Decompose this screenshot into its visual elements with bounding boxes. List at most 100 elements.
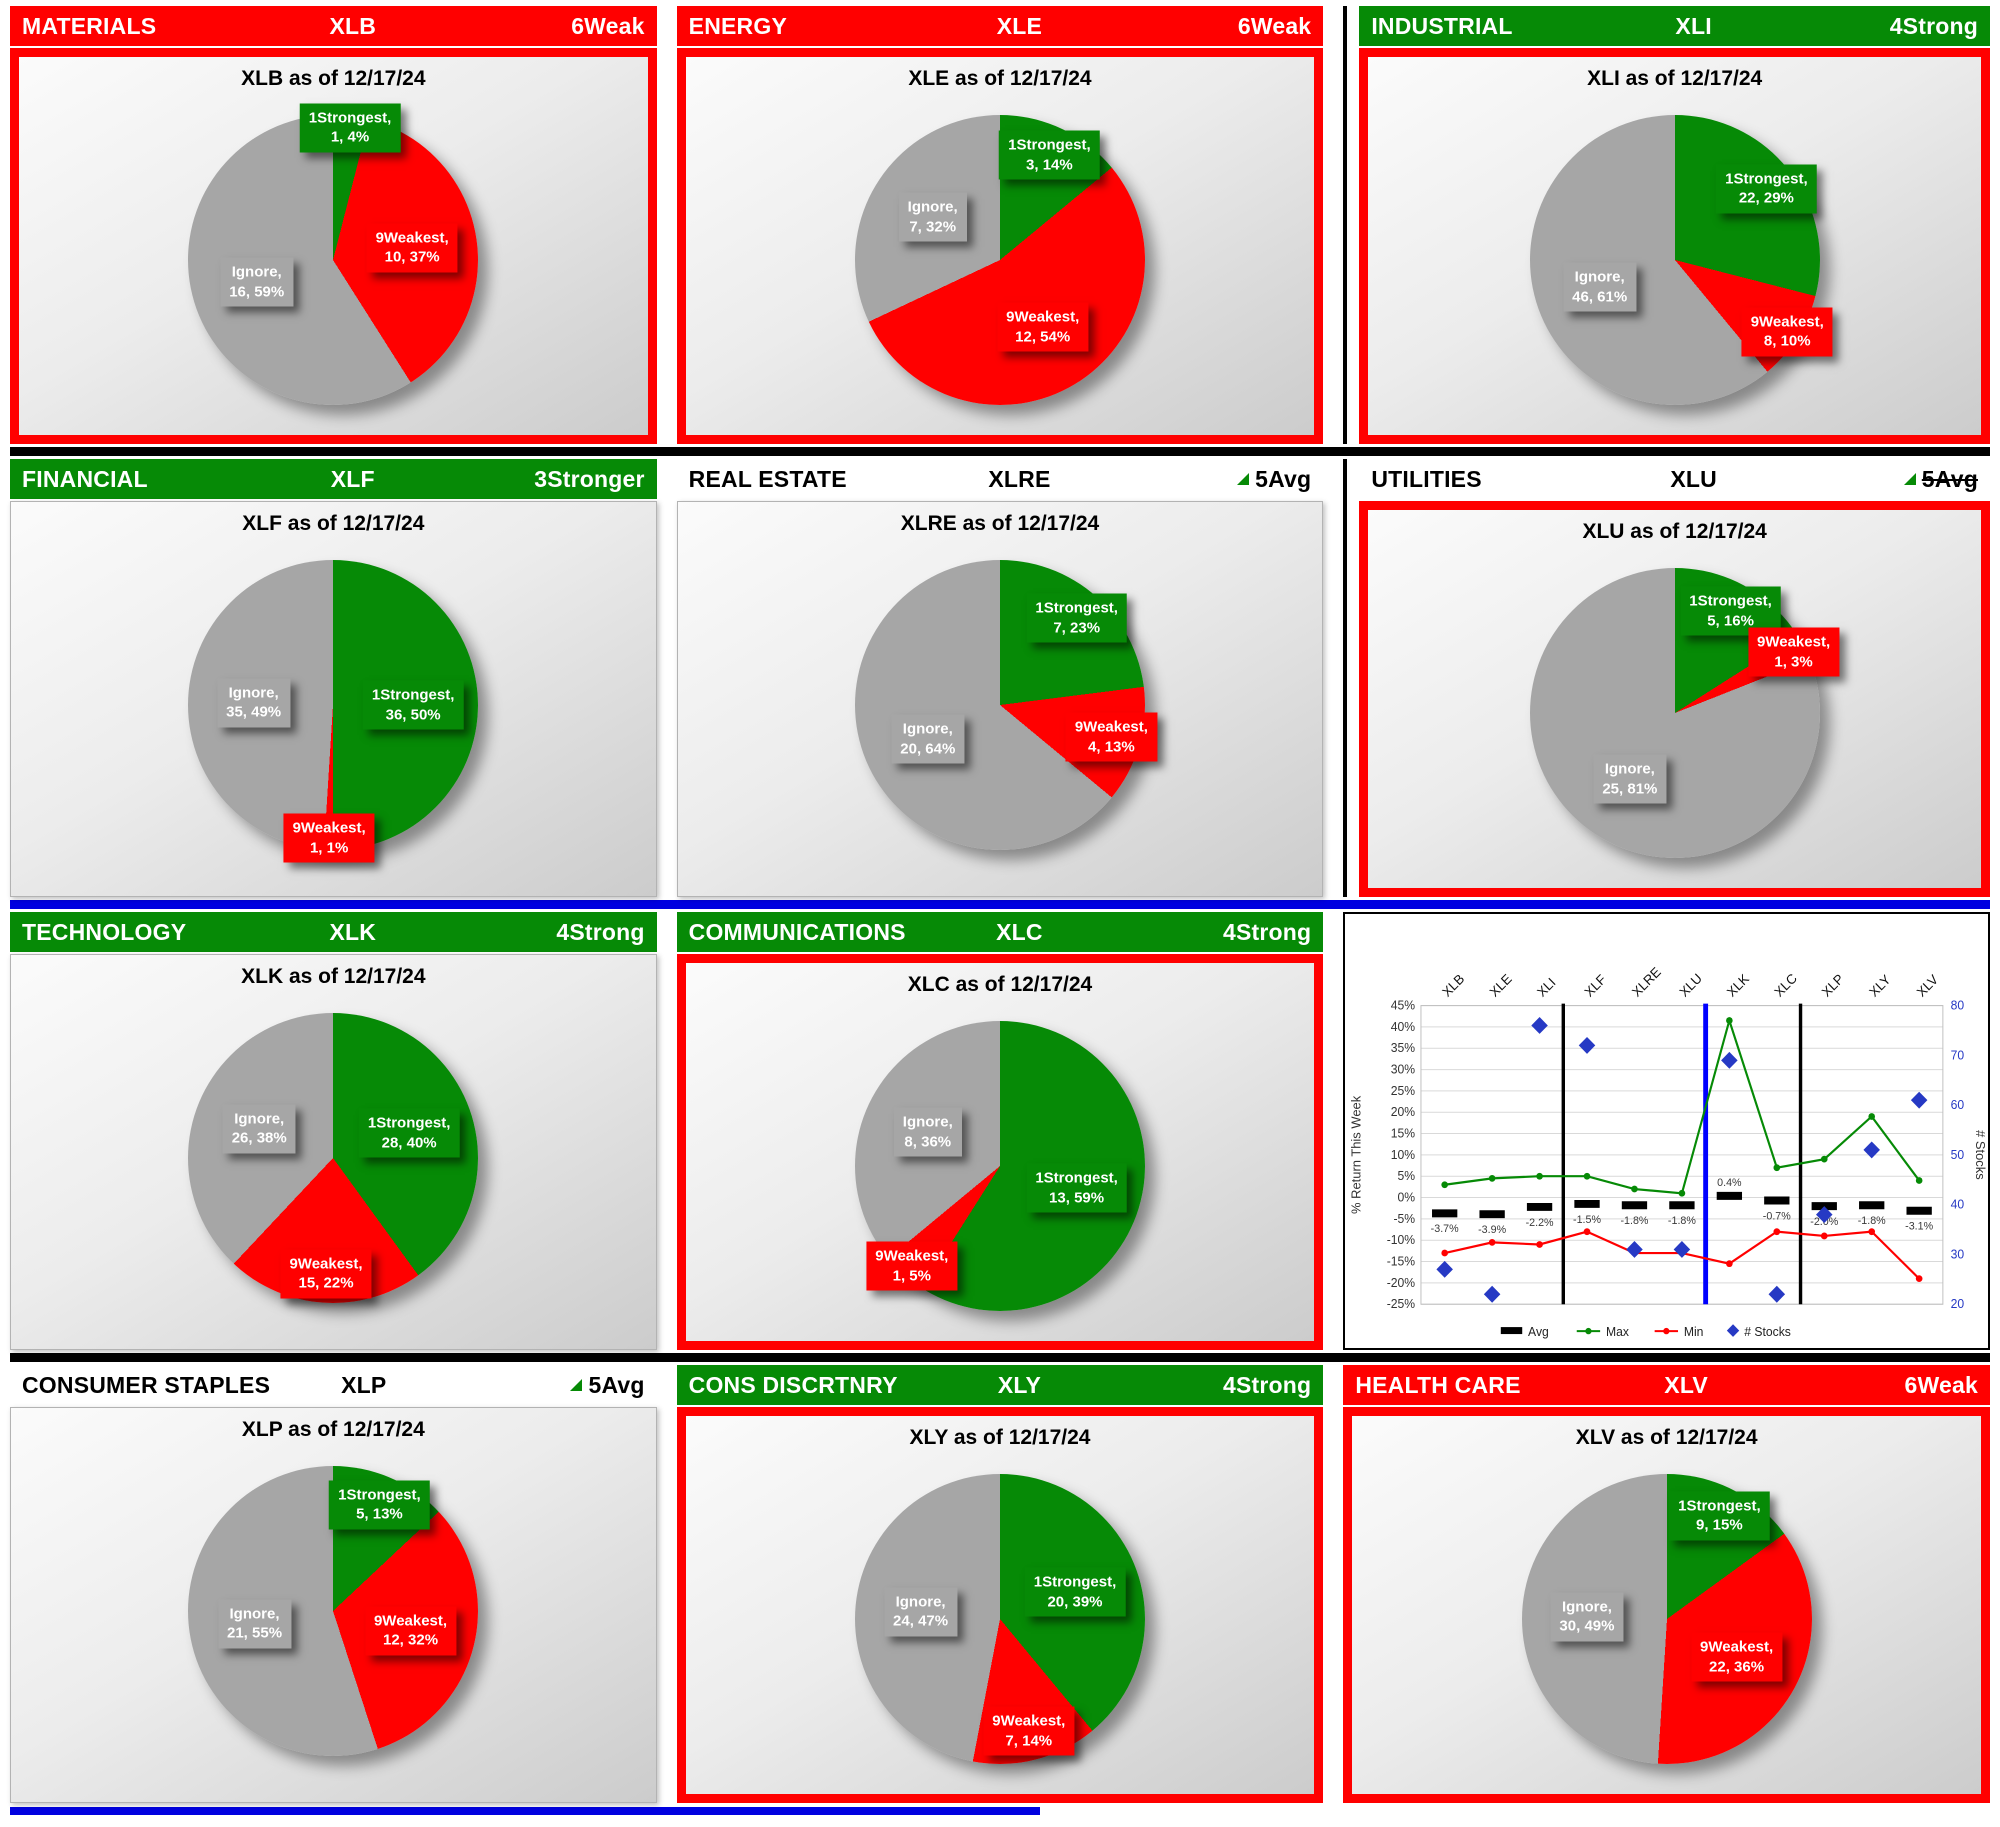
row-divider-black: [10, 1353, 1990, 1362]
svg-text:10%: 10%: [1391, 1148, 1415, 1162]
pie-chart-xlu[interactable]: XLU as of 12/17/24 1Strongest, 5, 16% 9Wea…: [1359, 501, 1990, 897]
svg-text:XLC: XLC: [1772, 970, 1801, 999]
pie-xli: [1529, 115, 1820, 405]
pie-chart-xlk[interactable]: XLK as of 12/17/24 1Strongest, 28, 40% 9We…: [10, 954, 657, 1350]
sector-header: CONS DISCRTNRY XLY 4Strong: [676, 1365, 1324, 1405]
svg-text:0.4%: 0.4%: [1717, 1177, 1742, 1189]
svg-text:XLP: XLP: [1819, 971, 1847, 1000]
svg-text:70: 70: [1951, 1048, 1965, 1062]
pie-slice-label: Ignore, 21, 55%: [217, 1599, 292, 1648]
sector-name: COMMUNICATIONS: [688, 918, 906, 945]
pie-slice-label: 9Weakest, 1, 1%: [283, 813, 375, 863]
dashboard-row-2: FINANCIAL XLF 3Stronger XLF as of 12/17/…: [10, 459, 1990, 897]
pie-chart-title: XLRE as of 12/17/24: [900, 512, 1100, 535]
svg-text:% Return This Week: % Return This Week: [1349, 1095, 1364, 1214]
sector-rating-wrap: 6Weak: [1117, 13, 1312, 40]
sector-ticker: XLI: [1675, 12, 1712, 39]
svg-text:25%: 25%: [1391, 1084, 1415, 1098]
pie-chart-title: XLV as of 12/17/24: [1575, 1426, 1758, 1449]
sector-header: INDUSTRIAL XLI 4Strong: [1359, 6, 1990, 46]
pie-slice-label: 1Strongest, 9, 15%: [1669, 1491, 1770, 1541]
pie-chart-xlre[interactable]: XLRE as of 12/17/24 1Strongest, 7, 23% 9We…: [676, 501, 1324, 897]
panel-xlc: COMMUNICATIONS XLC 4Strong XLC as of 12/…: [676, 912, 1324, 1350]
pie-chart-xlv[interactable]: XLV as of 12/17/24 1Strongest, 9, 15% 9Wea…: [1343, 1407, 1990, 1803]
svg-text:-20%: -20%: [1387, 1276, 1415, 1290]
pie-chart-xli[interactable]: XLI as of 12/17/24 1Strongest, 22, 29% 9We…: [1359, 48, 1990, 444]
pie-chart-title: XLP as of 12/17/24: [241, 1418, 425, 1441]
pie-chart-xly[interactable]: XLY as of 12/17/24 1Strongest, 20, 39% 9We…: [676, 1407, 1324, 1803]
pie-area: 1Strongest, 1, 4% 9Weakest, 10, 37% Ignore, 1…: [19, 101, 648, 435]
svg-text:45%: 45%: [1391, 998, 1415, 1012]
sector-name: ENERGY: [688, 12, 787, 39]
sector-rating: 6Weak: [1904, 1371, 1978, 1398]
weekly-returns-svg: -25% -20% -15% -10% -5% 0% 5% 10% 15% 20% 25% 30% 35…: [1349, 964, 1988, 1339]
svg-text:-3.7%: -3.7%: [1431, 1223, 1459, 1235]
weekly-returns-chart[interactable]: -25% -20% -15% -10% -5% 0% 5% 10% 15% 20% 25% 30% 35…: [1345, 914, 1988, 1348]
svg-text:-15%: -15%: [1387, 1254, 1415, 1268]
sector-ticker: XLE: [996, 12, 1043, 39]
sector-rating: 3Stronger: [534, 465, 645, 492]
sector-name: CONSUMER STAPLES: [22, 1371, 271, 1398]
panel-xli: INDUSTRIAL XLI 4Strong XLI as of 12/17/2…: [1343, 6, 1990, 444]
sector-header: REAL ESTATE XLRE 5Avg: [676, 459, 1324, 499]
pie-chart-xlb[interactable]: XLB as of 12/17/24 1Strongest, 1, 4% 9Weak…: [10, 48, 657, 444]
pie-slice-label: 9Weakest, 12, 54%: [997, 302, 1089, 352]
svg-text:-3.9%: -3.9%: [1478, 1224, 1506, 1236]
pie-area: 1Strongest, 9, 15% 9Weakest, 22, 36% Ignore,…: [1352, 1460, 1981, 1794]
svg-text:XLE: XLE: [1487, 971, 1515, 1000]
pie-area: 1Strongest, 20, 39% 9Weakest, 7, 14% Ignore,…: [686, 1460, 1315, 1794]
svg-text:Max: Max: [1606, 1325, 1630, 1339]
row-divider-blue: [10, 900, 1990, 909]
sector-ticker: XLRE: [988, 465, 1051, 492]
summary-chart-panel: -25% -20% -15% -10% -5% 0% 5% 10% 15% 20% 25% 30% 35…: [1343, 912, 1990, 1350]
sector-header: TECHNOLOGY XLK 4Strong: [10, 912, 657, 952]
svg-text:# Stocks: # Stocks: [1973, 1130, 1988, 1180]
sector-rating-wrap: 6Weak: [1783, 1372, 1978, 1399]
dashboard-row-4: CONSUMER STAPLES XLP 5Avg XLP as of 12/1…: [10, 1365, 1990, 1803]
sector-name: TECHNOLOGY: [22, 918, 187, 945]
svg-text:-25%: -25%: [1387, 1297, 1415, 1311]
sector-rating: 4Strong: [1223, 918, 1312, 945]
flag-triangle-icon: [570, 1379, 583, 1391]
pie-chart-title: XLC as of 12/17/24: [907, 973, 1093, 996]
pie-chart-xlf[interactable]: XLF as of 12/17/24 1Strongest, 36, 50% 9We…: [10, 501, 657, 897]
pie-area: 1Strongest, 5, 16% 9Weakest, 1, 3% Ignore, 25…: [1368, 554, 1981, 888]
pie-slice-label: 9Weakest, 1, 5%: [866, 1241, 958, 1291]
pie-slice-label: Ignore, 16, 59%: [220, 257, 294, 307]
sector-header: CONSUMER STAPLES XLP 5Avg: [10, 1365, 657, 1405]
pie-area: 1Strongest, 7, 23% 9Weakest, 4, 13% Ignore, 2…: [678, 546, 1323, 896]
pie-chart-xlc[interactable]: XLC as of 12/17/24 1Strongest, 13, 59% 9We…: [676, 954, 1324, 1350]
svg-text:-2.2%: -2.2%: [1526, 1217, 1554, 1229]
pie-chart-title: XLI as of 12/17/24: [1587, 67, 1763, 90]
sector-ticker: XLK: [329, 918, 377, 945]
sector-rating-wrap: 4Strong: [1117, 919, 1312, 946]
sector-rating: 4Strong: [556, 918, 645, 945]
svg-text:XLRE: XLRE: [1629, 964, 1664, 1000]
svg-text:15%: 15%: [1391, 1126, 1415, 1140]
pie-slice-label: Ignore, 24, 47%: [884, 1587, 958, 1636]
pie-chart-xlp[interactable]: XLP as of 12/17/24 1Strongest, 5, 13% 9Wea…: [10, 1407, 657, 1803]
flag-triangle-icon: [1237, 473, 1250, 485]
panel-xlb: MATERIALS XLB 6Weak XLB as of 12/17/24 1…: [10, 6, 657, 444]
pie-chart-title: XLK as of 12/17/24: [241, 965, 426, 988]
sector-rating-wrap: 5Avg: [1788, 466, 1978, 493]
sector-name: INDUSTRIAL: [1371, 12, 1513, 39]
pie-chart-xle[interactable]: XLE as of 12/17/24 1Strongest, 3, 14% 9Wea…: [676, 48, 1324, 444]
panel-xlk: TECHNOLOGY XLK 4Strong XLK as of 12/17/2…: [10, 912, 657, 1350]
pie-slice-label: 1Strongest, 28, 40%: [358, 1108, 460, 1158]
sector-rating-wrap: 5Avg: [1117, 466, 1312, 493]
svg-text:XLI: XLI: [1534, 975, 1558, 1000]
svg-text:40: 40: [1951, 1198, 1965, 1212]
pie-slice-label: 9Weakest, 7, 14%: [983, 1706, 1075, 1756]
sector-rating: 5Avg: [1255, 465, 1312, 492]
pie-slice-label: 9Weakest, 15, 22%: [280, 1249, 372, 1299]
svg-text:-0.7%: -0.7%: [1763, 1210, 1791, 1222]
panel-xle: ENERGY XLE 6Weak XLE as of 12/17/24 1Str…: [676, 6, 1324, 444]
pie-chart-title: XLF as of 12/17/24: [242, 512, 425, 535]
dashboard-row-1: MATERIALS XLB 6Weak XLB as of 12/17/24 1…: [10, 6, 1990, 444]
pie-slice-label: Ignore, 46, 61%: [1563, 262, 1637, 312]
pie-area: 1Strongest, 3, 14% 9Weakest, 12, 54% Ignore,…: [686, 101, 1315, 435]
pie-slice-label: 1Strongest, 1, 4%: [299, 103, 401, 153]
svg-text:# Stocks: # Stocks: [1745, 1325, 1792, 1339]
svg-text:0%: 0%: [1398, 1190, 1416, 1204]
